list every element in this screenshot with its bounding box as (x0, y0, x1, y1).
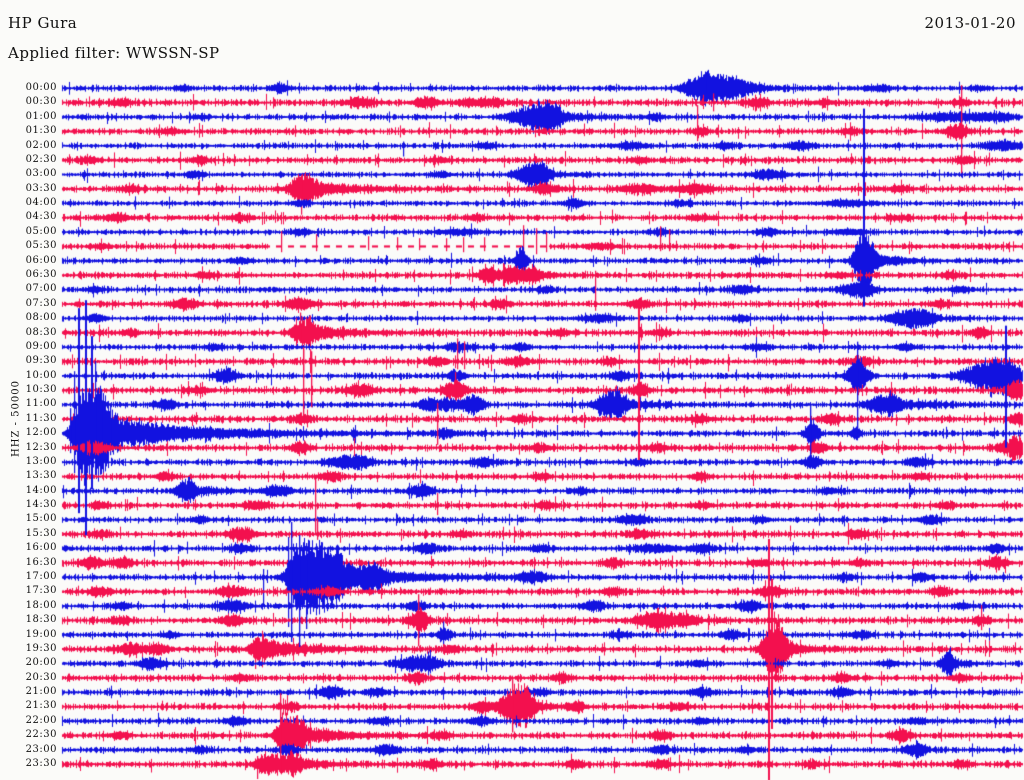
time-label: 18:00 (25, 599, 57, 611)
time-label: 22:30 (25, 729, 57, 741)
time-label: 00:00 (25, 82, 57, 93)
time-label: 16:00 (25, 542, 57, 554)
time-label: 12:30 (25, 441, 57, 453)
time-label: 10:30 (25, 384, 57, 396)
time-label: 02:00 (25, 139, 57, 151)
time-label: 05:30 (25, 240, 57, 252)
time-label: 13:30 (25, 470, 57, 482)
applied-filter-label: Applied filter: WWSSN-SP (8, 44, 220, 62)
time-label: 06:00 (25, 254, 57, 266)
time-label: 08:00 (25, 312, 57, 324)
station-name: HP Gura (8, 14, 78, 32)
time-label: 12:00 (25, 427, 57, 439)
time-label: 01:30 (25, 125, 57, 137)
time-label: 00:30 (25, 96, 57, 108)
time-label: 11:00 (25, 398, 57, 410)
time-label: 21:30 (25, 700, 57, 712)
time-label: 16:30 (25, 556, 57, 568)
date-label: 2013-01-20 (924, 14, 1016, 32)
time-label: 20:30 (25, 671, 57, 683)
time-label: 20:00 (25, 657, 57, 669)
time-label: 19:30 (25, 642, 57, 654)
time-label: 23:00 (25, 743, 57, 755)
time-label: 13:00 (25, 455, 57, 467)
time-label: 04:00 (25, 197, 57, 209)
time-label: 02:30 (25, 153, 57, 165)
time-label: 03:00 (25, 168, 57, 180)
time-label: 05:00 (25, 225, 57, 237)
time-label: 17:00 (25, 571, 57, 583)
time-label: 18:30 (25, 614, 57, 626)
time-label: 15:00 (25, 513, 57, 525)
time-label: 10:00 (25, 369, 57, 381)
time-label: 01:00 (25, 110, 57, 122)
time-label: 09:30 (25, 355, 57, 367)
time-label: 14:00 (25, 484, 57, 496)
time-label: 23:30 (25, 758, 57, 769)
time-label: 09:00 (25, 340, 57, 352)
time-label: 08:30 (25, 326, 57, 338)
time-label: 04:30 (25, 211, 57, 223)
time-label: 17:30 (25, 585, 57, 597)
time-label: 14:30 (25, 499, 57, 511)
time-label: 07:00 (25, 283, 57, 295)
time-label: 15:30 (25, 527, 57, 539)
time-label: 07:30 (25, 297, 57, 309)
time-label: 03:30 (25, 182, 57, 194)
time-label: 06:30 (25, 268, 57, 280)
time-label: 21:00 (25, 686, 57, 698)
time-label: 22:00 (25, 714, 57, 726)
time-label: 11:30 (25, 412, 57, 424)
time-label: 19:00 (25, 628, 57, 640)
